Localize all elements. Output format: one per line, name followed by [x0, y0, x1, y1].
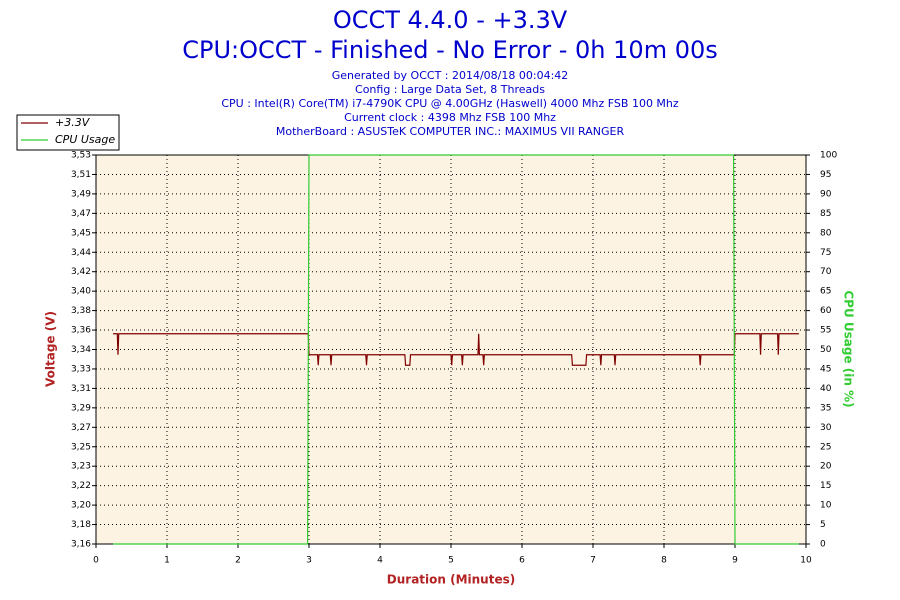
y2-tick-label: 5	[820, 520, 826, 530]
y-tick-label: 3,40	[71, 287, 91, 297]
y-tick-label: 3,51	[71, 170, 91, 180]
y-tick-label: 3,29	[71, 403, 91, 413]
y2-tick-label: 50	[820, 345, 832, 355]
y-tick-label: 3,23	[71, 462, 91, 472]
y-tick-label: 3,36	[71, 326, 91, 336]
y2-tick-label: 35	[820, 403, 831, 413]
y2-tick-label: 25	[820, 442, 831, 452]
x-tick-label: 10	[800, 556, 812, 566]
legend	[16, 114, 120, 151]
y-tick-label: 3,34	[71, 345, 91, 355]
series-line	[113, 154, 799, 545]
y2-tick-label: 60	[820, 306, 832, 316]
y2-tick-label: 90	[820, 189, 832, 199]
info-line: Config : Large Data Set, 8 Threads	[355, 83, 545, 96]
info-line: Current clock : 4398 Mhz FSB 100 Mhz	[344, 111, 556, 124]
y2-tick-label: 10	[820, 501, 832, 511]
x-tick-label: 4	[377, 556, 383, 566]
y-tick-label: 3,38	[71, 306, 91, 316]
chart-title: OCCT 4.4.0 - +3.3V	[333, 6, 568, 34]
y2-tick-label: 0	[820, 540, 826, 550]
y2-axis-label: CPU Usage (in %)	[842, 290, 856, 407]
y-tick-label: 3,45	[71, 228, 91, 238]
y-tick-label: 3,20	[71, 501, 91, 511]
y2-tick-label: 80	[820, 228, 832, 238]
y-tick-label: 3,27	[71, 423, 91, 433]
x-tick-label: 9	[732, 556, 738, 566]
y-tick-label: 3,25	[71, 442, 91, 452]
y2-tick-label: 45	[820, 364, 831, 374]
y2-tick-label: 40	[820, 384, 832, 394]
x-tick-label: 0	[93, 556, 99, 566]
info-line: Generated by OCCT : 2014/08/18 00:04:42	[332, 69, 569, 82]
y2-tick-label: 100	[820, 151, 837, 161]
y-tick-label: 3,31	[71, 384, 91, 394]
y2-tick-label: 85	[820, 209, 831, 219]
y-tick-label: 3,47	[71, 209, 91, 219]
legend-label: +3.3V	[55, 116, 91, 129]
chart-subtitle: CPU:OCCT - Finished - No Error - 0h 10m …	[182, 36, 718, 64]
info-line: MotherBoard : ASUSTeK COMPUTER INC.: MAX…	[276, 125, 625, 138]
y-tick-label: 3,44	[71, 248, 91, 258]
series-line	[113, 333, 799, 366]
y-axis-label: Voltage (V)	[44, 311, 58, 387]
y2-tick-label: 30	[820, 423, 832, 433]
x-tick-label: 3	[306, 556, 312, 566]
plot-area	[96, 155, 806, 544]
x-axis-label: Duration (Minutes)	[387, 573, 515, 587]
y-tick-label: 3,49	[71, 189, 91, 199]
x-tick-label: 5	[448, 556, 454, 566]
x-tick-label: 8	[661, 556, 667, 566]
x-tick-label: 1	[164, 556, 170, 566]
y2-tick-label: 75	[820, 248, 831, 258]
x-tick-label: 7	[590, 556, 596, 566]
y2-tick-label: 95	[820, 170, 831, 180]
y2-tick-label: 65	[820, 287, 831, 297]
y2-tick-label: 15	[820, 481, 831, 491]
y2-tick-label: 20	[820, 462, 832, 472]
y-tick-label: 3,22	[71, 481, 91, 491]
y2-tick-label: 70	[820, 267, 832, 277]
y-tick-label: 3,18	[71, 520, 91, 530]
info-line: CPU : Intel(R) Core(TM) i7-4790K CPU @ 4…	[221, 97, 679, 110]
y-tick-label: 3,42	[71, 267, 91, 277]
x-tick-label: 2	[235, 556, 241, 566]
y-tick-label: 3,16	[71, 540, 91, 550]
legend-label: CPU Usage	[55, 133, 115, 146]
y-tick-label: 3,33	[71, 364, 91, 374]
y2-tick-label: 55	[820, 326, 831, 336]
x-tick-label: 6	[519, 556, 525, 566]
y-tick-label: 3,53	[71, 151, 91, 161]
